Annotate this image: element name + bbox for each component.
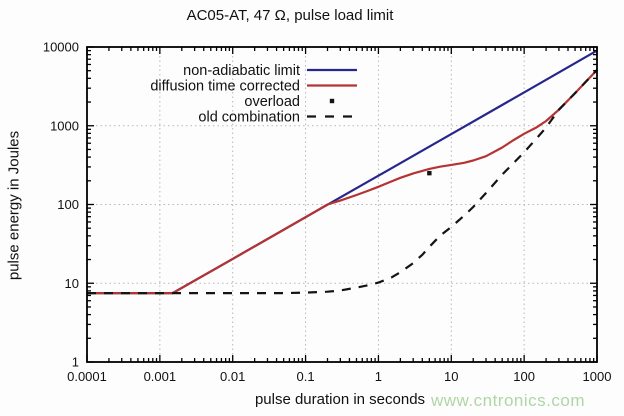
x-axis-label: pulse duration in seconds [254, 391, 426, 408]
x-tick-label: 0.001 [144, 369, 177, 384]
x-tick-label: 0.1 [297, 369, 315, 384]
x-tick-label: 100 [513, 369, 535, 384]
legend-item-overload: overload [244, 94, 335, 110]
y-tick-label: 10000 [43, 40, 79, 55]
x-tick-label: 0.0001 [67, 369, 107, 384]
legend-item-diffusion-time-corrected: diffusion time corrected [150, 79, 357, 95]
chart-title: AC05-AT, 47 Ω, pulse load limit [186, 7, 394, 24]
y-tick-label: 100 [57, 197, 79, 212]
series-old-combination [87, 69, 598, 295]
x-tick-label: 1000 [583, 369, 612, 384]
legend-marker-square [329, 98, 335, 104]
legend-label: overload [244, 94, 300, 110]
x-tick-label: 1 [375, 369, 382, 384]
x-tick-label: 10 [444, 369, 458, 384]
legend-label: old combination [198, 110, 300, 126]
y-tick-label: 1000 [50, 118, 79, 133]
tick-labels: 0.0001 0.001 0.01 0.1 1 10 100 1000 1 10 100 1000 10… [43, 40, 612, 385]
x-tick-label: 0.01 [220, 369, 245, 384]
legend-label: diffusion time corrected [150, 79, 300, 95]
legend-item-non-adiabatic-limit: non-adiabatic limit [183, 63, 357, 79]
y-tick-label: 10 [65, 276, 79, 291]
axis-ticks [86, 46, 598, 363]
legend-item-old-combination: old combination [198, 110, 357, 126]
y-axis-label: pulse energy in Joules [5, 130, 23, 281]
grid-lines [87, 47, 597, 362]
series-diffusion-time-corrected [87, 69, 598, 295]
overload-point [427, 170, 432, 176]
y-tick-label: 1 [72, 355, 79, 370]
legend-label: non-adiabatic limit [183, 63, 300, 79]
watermark-text: www.cntronics.com [431, 391, 585, 410]
series-overload [427, 170, 432, 176]
